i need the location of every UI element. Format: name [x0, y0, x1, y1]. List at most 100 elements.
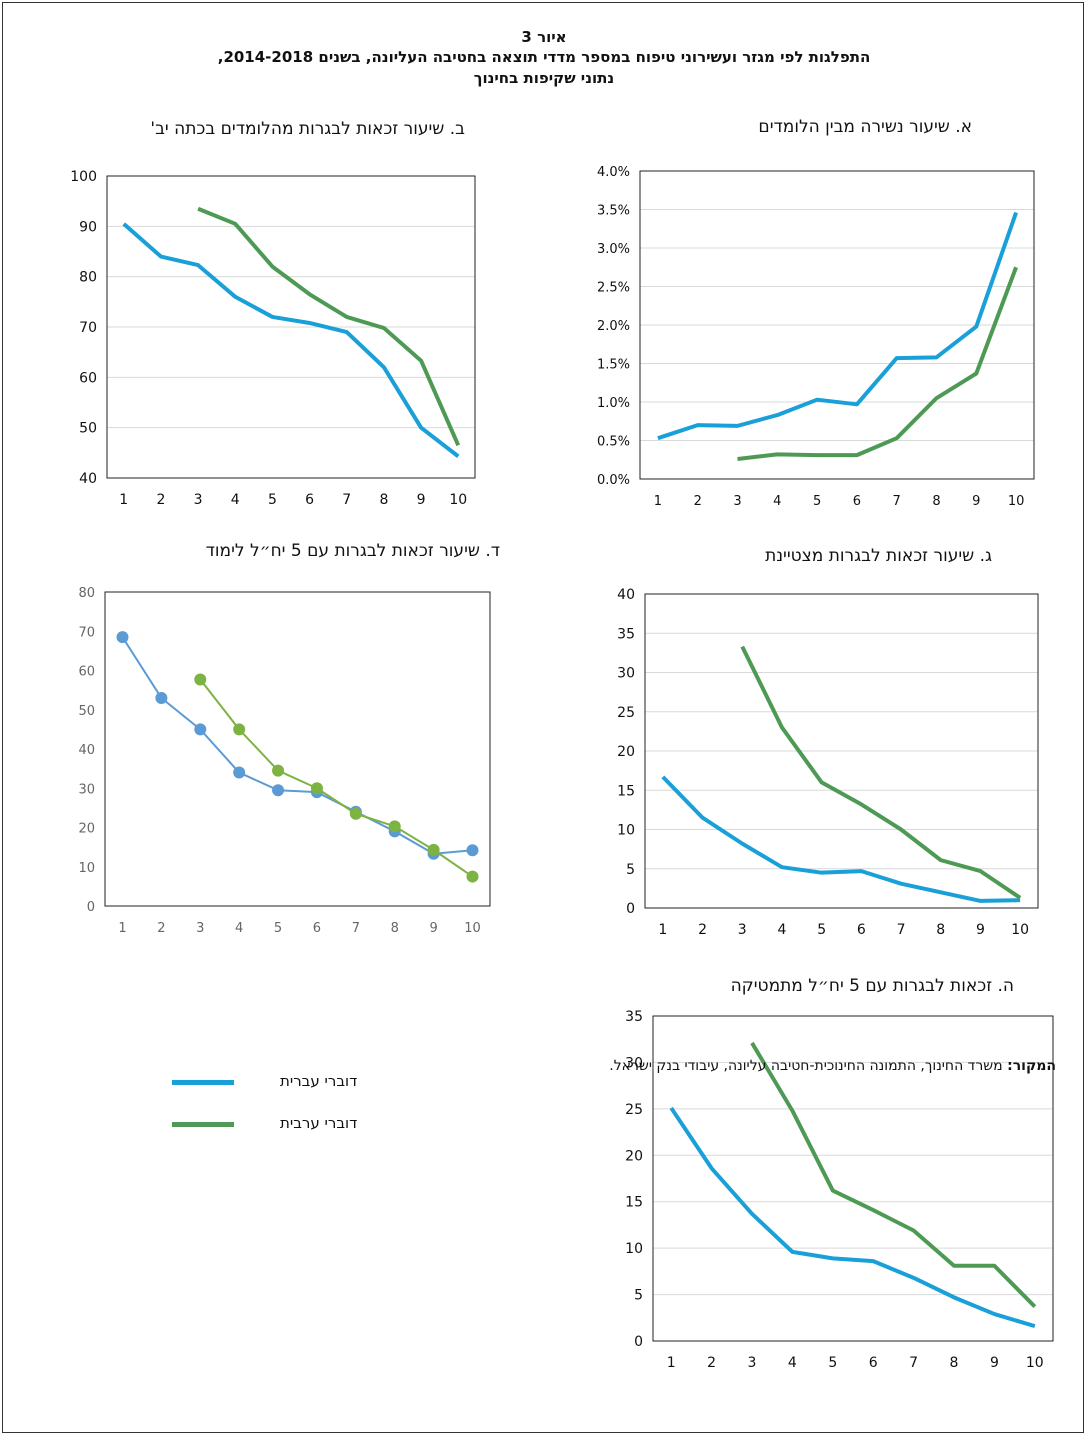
chart-a-title: א. שיעור נשירה מבין הלומדים	[758, 117, 972, 137]
x-tick-label-d: 9	[429, 921, 437, 936]
series-line-d-1	[199, 678, 474, 878]
x-tick-label-h: 3	[748, 1355, 757, 1371]
data-point-d-1	[388, 820, 401, 833]
x-tick-label-b: 5	[268, 492, 277, 508]
series-line-g-0	[661, 775, 1021, 903]
plot-frame-b	[106, 175, 476, 479]
x-tick-label-h: 9	[990, 1355, 999, 1371]
x-tick-label-a: 5	[813, 494, 821, 509]
y-tick-label-h: 35	[625, 1009, 643, 1025]
legend-label-hebrew: דוברי עברית	[280, 1072, 358, 1090]
x-tick-label-d: 3	[196, 921, 204, 936]
y-tick-label-g: 25	[617, 705, 635, 721]
x-tick-label-d: 1	[118, 921, 126, 936]
y-tick-label-h: 25	[625, 1102, 643, 1118]
y-tick-label-d: 70	[78, 625, 95, 640]
y-tick-label-g: 10	[617, 823, 635, 839]
y-tick-label-g: 35	[617, 626, 635, 642]
x-tick-label-b: 4	[231, 492, 240, 508]
x-tick-label-a: 1	[654, 494, 662, 509]
y-tick-label-a: 4.0%	[597, 165, 630, 180]
y-tick-label-h: 20	[625, 1148, 643, 1164]
x-tick-label-h: 1	[667, 1355, 676, 1371]
y-tick-label-g: 5	[626, 862, 635, 878]
y-tick-label-a: 0.5%	[597, 435, 630, 450]
x-tick-label-g: 8	[936, 922, 945, 938]
x-tick-label-b: 9	[417, 492, 426, 508]
data-point-d-0	[233, 766, 246, 779]
plot-frame-h	[652, 1015, 1054, 1342]
chart-d-title: ד. שיעור זכאות לבגרות עם 5 יח״ל לימוד	[205, 541, 500, 561]
y-tick-label-d: 60	[78, 665, 95, 680]
y-tick-label-a: 1.5%	[597, 358, 630, 373]
plot-frame-a	[639, 170, 1035, 480]
y-tick-label-d: 40	[78, 743, 95, 758]
x-tick-label-a: 8	[932, 494, 940, 509]
x-tick-label-d: 6	[313, 921, 321, 936]
y-tick-label-a: 3.5%	[597, 204, 630, 219]
data-point-d-0	[466, 844, 479, 857]
x-tick-label-g: 9	[976, 922, 985, 938]
y-tick-label-b: 90	[79, 219, 97, 235]
x-tick-label-d: 10	[464, 921, 481, 936]
x-tick-label-h: 4	[788, 1355, 797, 1371]
plot-frame-g	[644, 593, 1039, 909]
data-point-d-0	[272, 784, 285, 797]
y-tick-label-g: 30	[617, 666, 635, 682]
y-tick-label-b: 100	[70, 169, 97, 185]
series-line-h-1	[750, 1041, 1037, 1309]
y-tick-label-b: 70	[79, 320, 97, 336]
data-point-d-1	[272, 764, 285, 777]
x-tick-label-g: 2	[698, 922, 707, 938]
y-tick-label-g: 20	[617, 744, 635, 760]
x-tick-label-b: 2	[156, 492, 165, 508]
data-point-d-1	[427, 843, 440, 856]
series-line-a-1	[737, 266, 1018, 461]
y-tick-label-b: 60	[79, 370, 97, 386]
legend-swatch-hebrew	[172, 1080, 234, 1085]
y-tick-label-b: 50	[79, 421, 97, 437]
x-tick-label-b: 1	[119, 492, 128, 508]
x-tick-label-g: 7	[897, 922, 906, 938]
x-tick-label-b: 6	[305, 492, 314, 508]
y-tick-label-g: 40	[617, 587, 635, 603]
x-tick-label-b: 7	[342, 492, 351, 508]
x-tick-label-a: 9	[972, 494, 980, 509]
figure-title: התפלגות לפי מגזר ועשירוני טיפוח במספר מד…	[217, 48, 871, 66]
y-tick-label-d: 10	[78, 861, 95, 876]
x-tick-label-g: 1	[658, 922, 667, 938]
series-line-d-0	[121, 636, 473, 855]
x-tick-label-a: 2	[694, 494, 702, 509]
y-tick-label-h: 10	[625, 1241, 643, 1257]
y-tick-label-g: 15	[617, 783, 635, 799]
y-tick-label-d: 20	[78, 822, 95, 837]
x-tick-label-g: 4	[777, 922, 786, 938]
y-tick-label-h: 30	[625, 1055, 643, 1071]
y-tick-label-b: 80	[79, 270, 97, 286]
y-tick-label-a: 3.0%	[597, 242, 630, 257]
data-point-d-0	[116, 631, 129, 644]
x-tick-label-d: 7	[352, 921, 360, 936]
legend-swatch-arabic	[172, 1122, 234, 1127]
series-line-g-1	[740, 645, 1022, 900]
x-tick-label-a: 4	[773, 494, 781, 509]
chart-b-title: ב. שיעור זכאות לבגרות מהלומדים בכתה יב'	[150, 119, 465, 139]
y-tick-label-h: 15	[625, 1195, 643, 1211]
x-tick-label-b: 3	[194, 492, 203, 508]
plot-frame-d	[104, 591, 491, 907]
x-tick-label-a: 10	[1008, 494, 1025, 509]
y-tick-label-h: 5	[634, 1288, 643, 1304]
x-tick-label-a: 7	[893, 494, 901, 509]
data-point-d-1	[466, 870, 479, 883]
x-tick-label-b: 8	[379, 492, 388, 508]
x-tick-label-d: 4	[235, 921, 243, 936]
y-tick-label-d: 80	[78, 586, 95, 601]
x-tick-label-h: 7	[909, 1355, 918, 1371]
legend-label-arabic: דוברי ערבית	[280, 1114, 358, 1132]
data-point-d-1	[194, 673, 207, 686]
x-tick-label-a: 3	[733, 494, 741, 509]
figure-number: איור 3	[521, 28, 567, 46]
x-tick-label-g: 3	[738, 922, 747, 938]
y-tick-label-d: 50	[78, 704, 95, 719]
